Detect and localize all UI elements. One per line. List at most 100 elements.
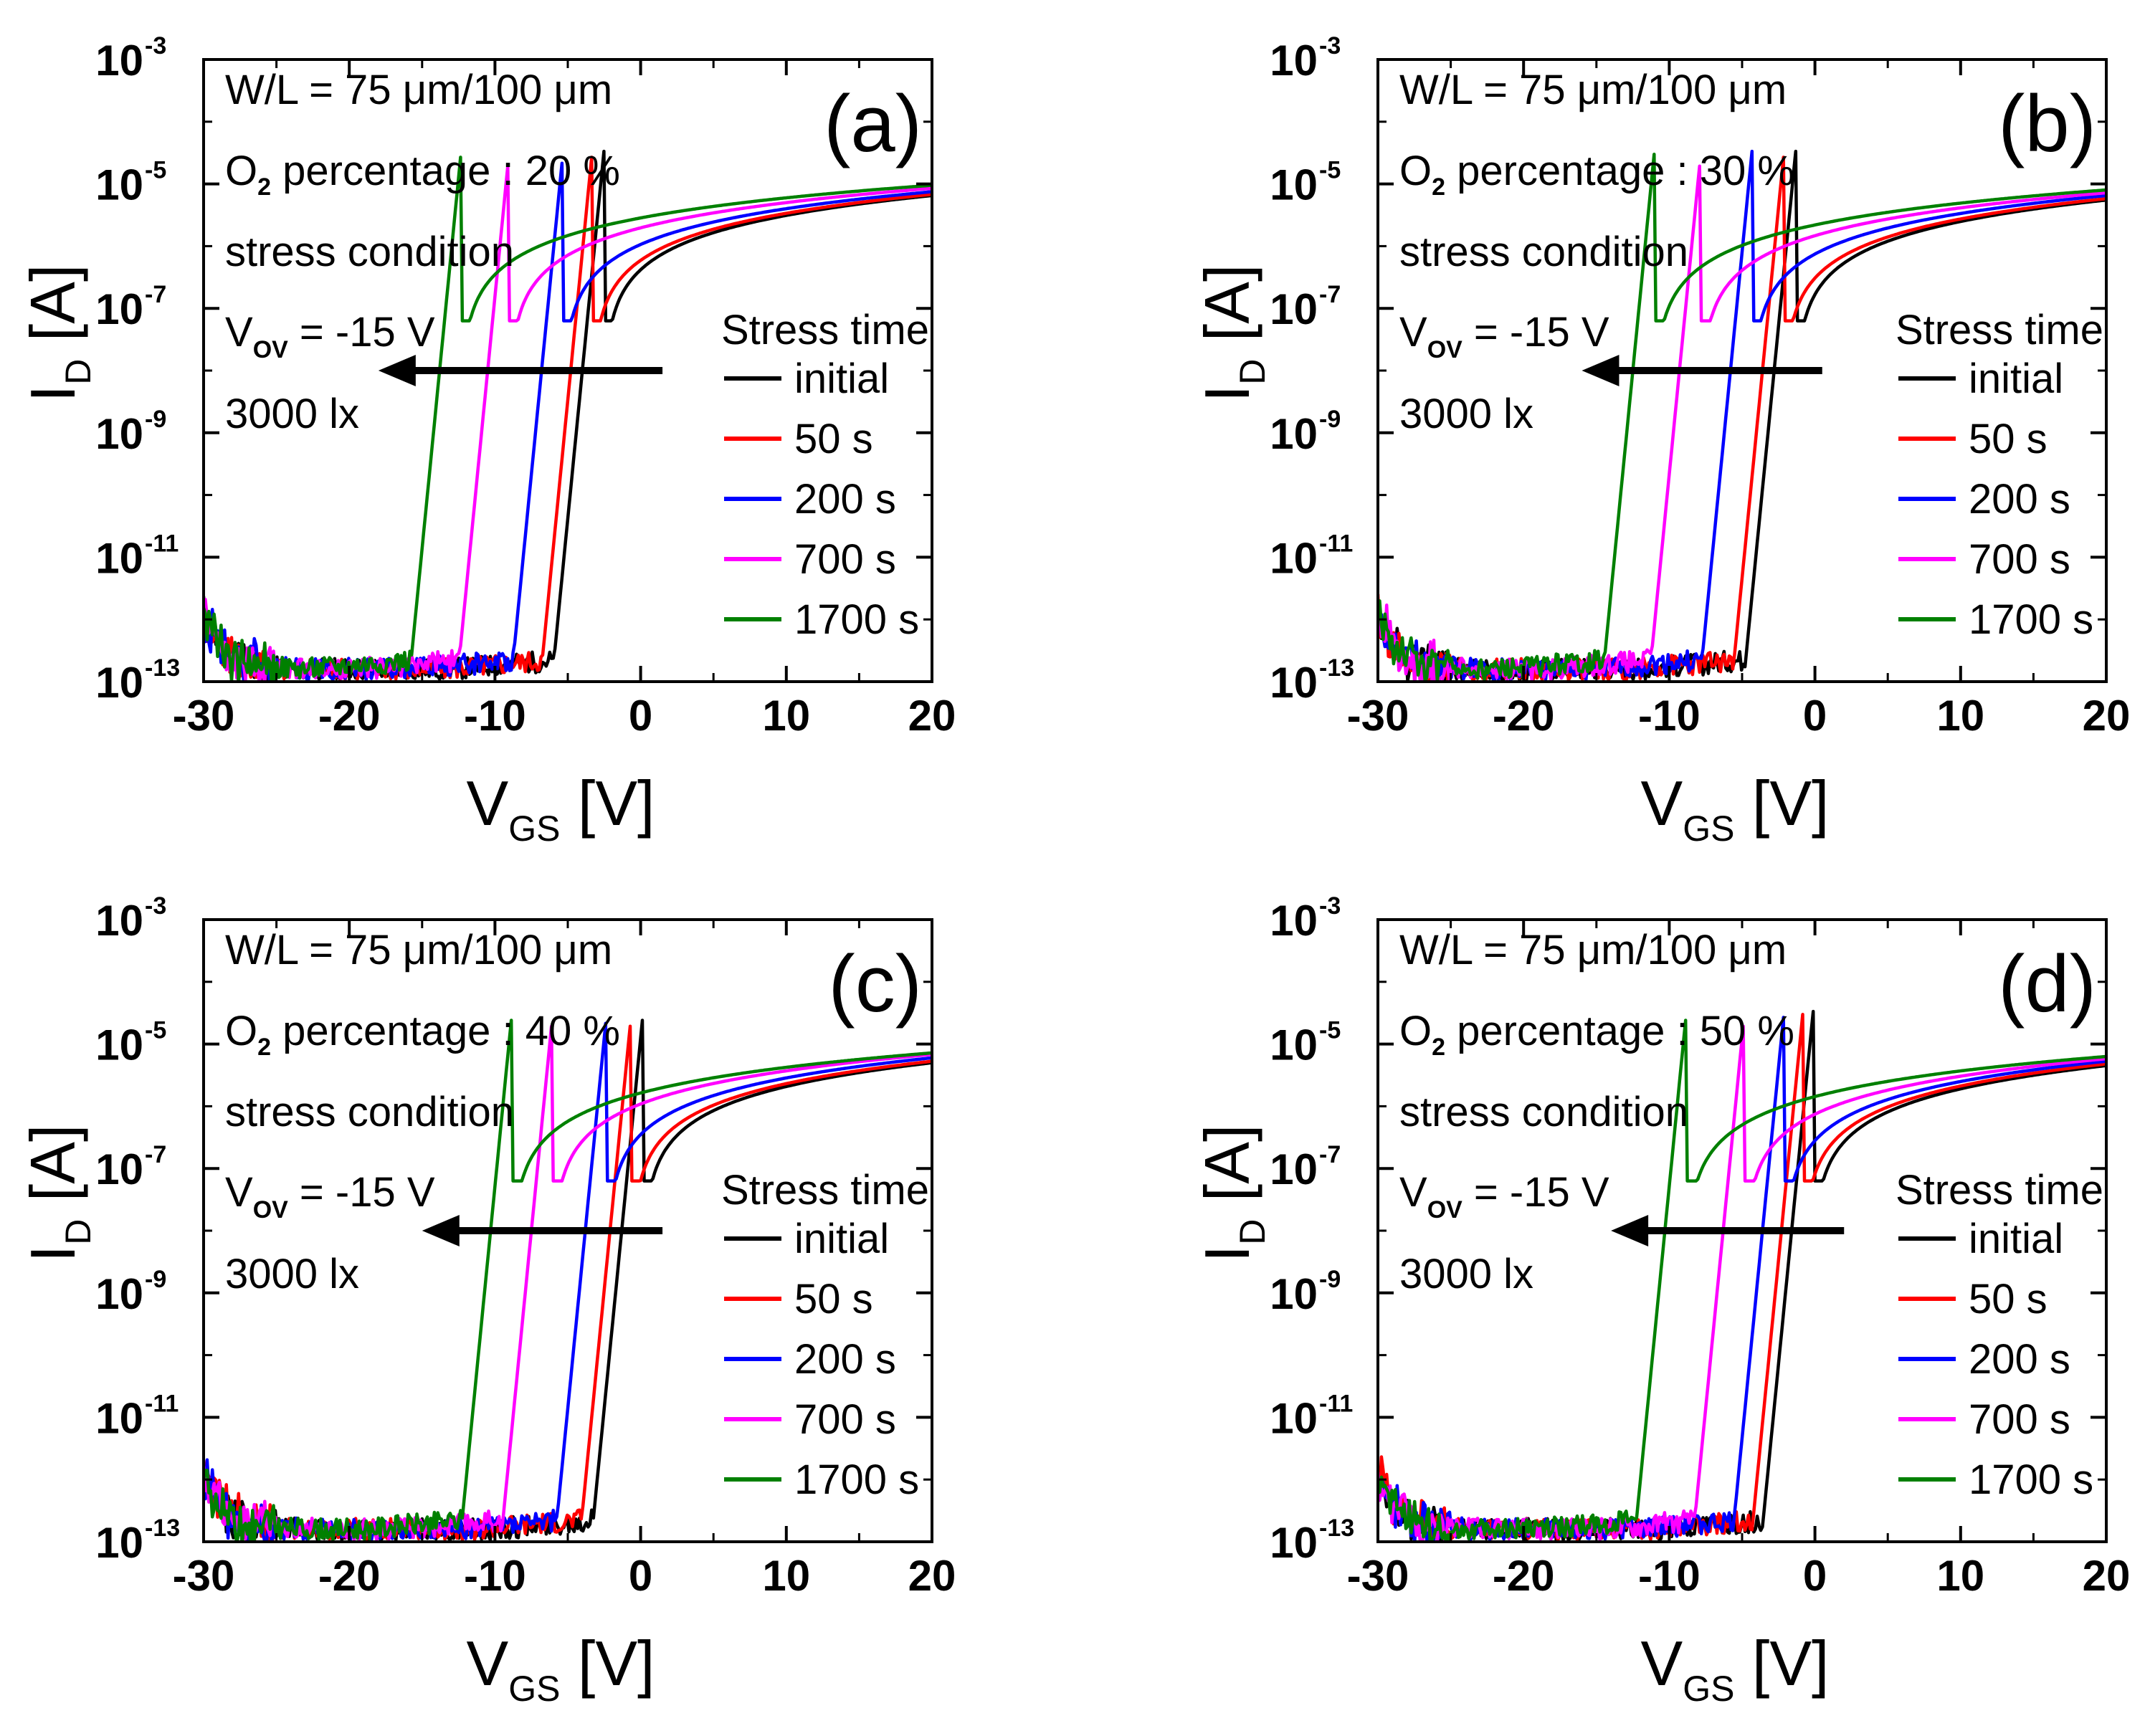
x-tick-label: -20 [318,1552,381,1600]
legend-entry: 200 s [794,476,896,523]
y-tick-exponent: -11 [1319,530,1353,557]
x-label-unit: [V] [1734,768,1829,839]
x-tick-label: 20 [908,1552,956,1600]
vov-rest: = -15 V [288,1169,435,1216]
x-axis-label: VGS [V] [467,1628,655,1709]
series-1700-s [1378,153,2106,682]
y-tick-label: 10 [1270,1021,1318,1069]
y-tick-exponent: -13 [145,654,180,682]
y-label-unit: [A] [17,264,88,359]
y-axis-label: ID [A] [17,1125,98,1263]
x-label-main: V [1641,768,1683,839]
annotation-o2: O2 percentage : 30 % [1399,148,1794,201]
o2-subscript: 2 [1432,173,1445,201]
legend-entry: 50 s [1969,416,2048,462]
y-tick-exponent: -3 [1319,32,1341,59]
y-tick-label: 10 [95,897,143,945]
x-label-main: V [1641,1628,1683,1699]
annotation-vov: VOV = -15 V [225,1169,435,1224]
y-tick-base: 10 [1270,1519,1318,1567]
y-tick-base: 10 [95,659,143,707]
shift-arrow-head [1611,1215,1649,1246]
legend-title: Stress time [721,307,929,353]
o2-rest: percentage : 30 % [1445,148,1794,194]
o2-subscript: 2 [1432,1034,1445,1061]
y-tick-exponent: -11 [1319,1390,1353,1417]
y-label-sub: D [1232,1219,1273,1245]
annotation-vov: VOV = -15 V [1399,1169,1609,1224]
legend-entry: 1700 s [1969,596,2093,643]
x-tick-label: -20 [1493,1552,1555,1600]
legend-title: Stress time [1896,1167,2103,1213]
x-tick-label: -10 [464,1552,526,1600]
annotation-lux: 3000 lx [1399,1251,1533,1297]
legend-entry: 700 s [794,536,896,583]
y-tick-label: 10 [95,1519,143,1567]
x-label-sub: GS [1683,1669,1734,1709]
y-tick-label: 10 [95,37,143,85]
o2-subscript: 2 [257,173,271,201]
y-label-unit: [A] [1192,264,1262,359]
panel-label: (b) [1998,79,2096,168]
y-tick-label: 10 [1270,285,1318,333]
annotation-o2: O2 percentage : 20 % [225,148,620,201]
y-tick-base: 10 [1270,1270,1318,1318]
y-tick-base: 10 [95,1270,143,1318]
o2-prefix: O [1399,1008,1432,1054]
y-tick-exponent: -13 [1319,654,1354,682]
vov-subscript: OV [1427,1196,1462,1224]
y-tick-label: 10 [1270,1270,1318,1318]
x-label-unit: [V] [1734,1628,1829,1699]
y-tick-label: 10 [1270,897,1318,945]
legend-entry: 200 s [1969,1336,2070,1383]
annotation-stress: stress condition [1399,1089,1688,1135]
y-tick-base: 10 [95,410,143,458]
x-axis-label: VGS [V] [1641,768,1830,849]
y-label-unit: [A] [17,1125,88,1219]
vov-prefix: V [1399,1169,1427,1216]
vov-subscript: OV [1427,336,1462,363]
annotation-wl: W/L = 75 μm/100 μm [225,927,612,973]
y-tick-base: 10 [1270,37,1318,85]
y-tick-exponent: -3 [145,32,166,59]
x-tick-label: 0 [629,692,652,740]
legend-entry: 50 s [1969,1276,2048,1322]
y-tick-label: 10 [1270,659,1318,707]
o2-rest: percentage : 20 % [271,148,620,194]
y-tick-label: 10 [95,534,143,582]
y-tick-label: 10 [95,410,143,458]
x-tick-label: -30 [1347,1552,1409,1600]
annotation-o2: O2 percentage : 40 % [225,1008,620,1061]
y-tick-exponent: -13 [1319,1515,1354,1542]
y-tick-exponent: -3 [1319,892,1341,920]
shift-arrow-head [1582,355,1620,386]
annotation-stress: stress condition [1399,229,1688,275]
annotation-lux: 3000 lx [225,391,359,437]
series-200-s [204,161,931,682]
shift-arrow-head [422,1215,460,1246]
legend-entry: initial [1969,356,2063,402]
y-tick-exponent: -13 [145,1515,180,1542]
x-label-unit: [V] [560,768,655,839]
legend-title: Stress time [721,1167,929,1213]
x-tick-label: 20 [908,692,956,740]
y-tick-base: 10 [95,161,143,209]
y-axis-label: ID [A] [17,264,98,403]
annotation-wl: W/L = 75 μm/100 μm [1399,927,1787,973]
data-curves [1378,149,2106,682]
y-label-unit: [A] [1192,1125,1262,1219]
y-tick-exponent: -11 [145,1390,179,1417]
y-tick-exponent: -9 [145,1266,166,1293]
annotation-vov: VOV = -15 V [225,309,435,363]
series-1700-s [1378,1019,2106,1542]
panel-label: (d) [1998,939,2096,1029]
y-label-main: I [17,385,88,402]
x-tick-label: 10 [1936,692,1984,740]
y-axis-label-group: ID [A] [1192,1125,1273,1263]
y-tick-label: 10 [1270,1394,1318,1442]
y-label-main: I [17,1245,88,1262]
